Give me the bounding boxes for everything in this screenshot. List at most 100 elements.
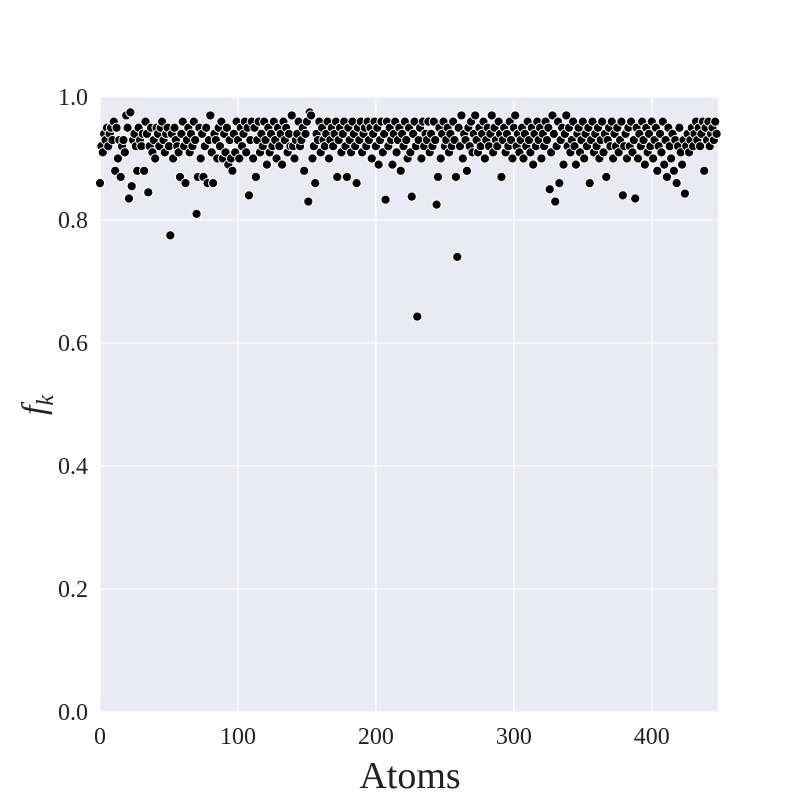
point bbox=[601, 171, 612, 183]
point bbox=[125, 107, 136, 118]
point bbox=[711, 128, 722, 139]
point bbox=[221, 122, 233, 133]
point bbox=[310, 178, 321, 189]
point bbox=[544, 184, 555, 195]
point bbox=[518, 153, 529, 164]
point bbox=[391, 147, 402, 158]
point bbox=[632, 153, 644, 164]
point bbox=[671, 178, 682, 189]
point bbox=[165, 230, 176, 241]
x-axis-label: Atoms bbox=[359, 755, 460, 797]
y-tick-label: 1.0 bbox=[58, 85, 88, 111]
x-tick-label: 200 bbox=[358, 724, 394, 750]
point bbox=[579, 153, 590, 164]
point bbox=[195, 153, 206, 164]
point bbox=[201, 122, 212, 133]
point bbox=[479, 153, 490, 164]
point bbox=[639, 159, 650, 170]
point bbox=[332, 171, 343, 183]
x-tick-label: 0 bbox=[94, 724, 106, 750]
point bbox=[387, 159, 398, 170]
point bbox=[205, 110, 216, 121]
point bbox=[323, 153, 335, 164]
point bbox=[431, 199, 442, 210]
point bbox=[241, 147, 252, 158]
point bbox=[536, 153, 547, 164]
point bbox=[208, 178, 219, 189]
y-tick-label: 0.0 bbox=[58, 700, 88, 726]
point bbox=[652, 165, 663, 176]
point bbox=[661, 171, 673, 183]
point bbox=[112, 153, 124, 164]
x-tick-label: 400 bbox=[634, 724, 670, 750]
point bbox=[648, 153, 659, 164]
point bbox=[674, 122, 685, 133]
point bbox=[470, 110, 481, 121]
point bbox=[598, 147, 609, 158]
point bbox=[111, 122, 122, 133]
y-axis-label: fk bbox=[16, 395, 59, 415]
point bbox=[548, 128, 559, 139]
point bbox=[401, 134, 412, 146]
point bbox=[406, 191, 417, 202]
y-tick-label: 0.2 bbox=[58, 577, 88, 603]
point bbox=[123, 193, 135, 204]
y-axis-label-subscript: k bbox=[33, 395, 59, 406]
point bbox=[341, 171, 353, 183]
x-tick-label: 300 bbox=[496, 724, 532, 750]
point bbox=[373, 159, 384, 170]
point bbox=[412, 311, 423, 322]
point bbox=[528, 159, 539, 170]
point bbox=[679, 188, 690, 199]
point bbox=[191, 208, 202, 219]
point bbox=[366, 153, 377, 164]
point bbox=[558, 159, 569, 170]
point bbox=[486, 110, 497, 121]
point bbox=[122, 122, 133, 133]
point bbox=[139, 165, 150, 176]
point bbox=[115, 171, 126, 183]
grid bbox=[99, 96, 718, 713]
point bbox=[180, 178, 191, 189]
point bbox=[299, 165, 310, 176]
point bbox=[276, 159, 288, 170]
point bbox=[190, 134, 201, 146]
point bbox=[656, 147, 667, 158]
point bbox=[561, 110, 572, 121]
point bbox=[570, 159, 582, 170]
point bbox=[94, 178, 106, 189]
point bbox=[119, 147, 130, 158]
point bbox=[300, 128, 311, 139]
point bbox=[550, 196, 561, 207]
point bbox=[303, 196, 314, 207]
point bbox=[430, 134, 441, 146]
point bbox=[699, 165, 710, 176]
point bbox=[395, 165, 406, 176]
point bbox=[416, 153, 427, 164]
plot-area bbox=[100, 97, 718, 712]
x-tick-label: 100 bbox=[220, 724, 256, 750]
point bbox=[456, 110, 467, 121]
point bbox=[307, 153, 318, 164]
point bbox=[286, 110, 297, 121]
point bbox=[507, 153, 518, 164]
y-tick-label: 0.8 bbox=[58, 208, 88, 234]
point bbox=[289, 153, 300, 164]
point bbox=[150, 153, 161, 164]
point bbox=[450, 171, 462, 183]
point bbox=[432, 171, 444, 183]
point bbox=[668, 165, 679, 176]
point bbox=[710, 116, 721, 127]
point bbox=[234, 153, 245, 164]
point bbox=[380, 194, 391, 205]
point bbox=[250, 171, 261, 183]
point bbox=[541, 134, 553, 146]
point bbox=[435, 153, 446, 164]
point bbox=[457, 153, 468, 164]
point bbox=[169, 122, 180, 133]
point bbox=[118, 134, 129, 146]
point bbox=[461, 165, 473, 176]
point bbox=[351, 178, 362, 189]
point bbox=[584, 178, 595, 189]
